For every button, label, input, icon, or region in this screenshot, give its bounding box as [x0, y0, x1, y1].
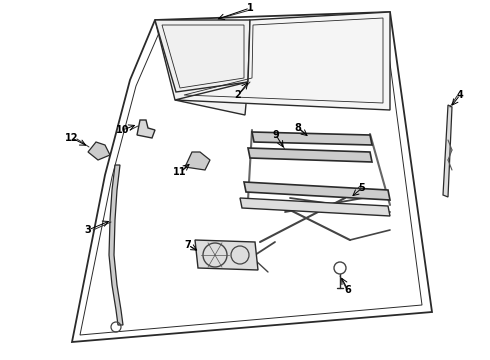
Text: 8: 8	[294, 123, 301, 133]
Polygon shape	[443, 105, 452, 197]
Polygon shape	[175, 12, 390, 110]
Polygon shape	[195, 240, 258, 270]
Text: 4: 4	[457, 90, 464, 100]
Polygon shape	[109, 165, 123, 325]
Text: 3: 3	[85, 225, 91, 235]
Polygon shape	[244, 182, 390, 200]
Polygon shape	[88, 142, 110, 160]
Text: 9: 9	[272, 130, 279, 140]
Polygon shape	[155, 20, 248, 115]
Polygon shape	[252, 132, 372, 145]
Polygon shape	[155, 20, 250, 92]
Text: 12: 12	[65, 133, 79, 143]
Text: 5: 5	[359, 183, 366, 193]
Text: 6: 6	[344, 285, 351, 295]
Text: 1: 1	[246, 3, 253, 13]
Polygon shape	[137, 120, 155, 138]
Text: 7: 7	[185, 240, 192, 250]
Polygon shape	[185, 152, 210, 170]
Text: 2: 2	[235, 90, 242, 100]
Text: 11: 11	[173, 167, 187, 177]
Text: 10: 10	[116, 125, 130, 135]
Polygon shape	[240, 198, 390, 216]
Polygon shape	[248, 148, 372, 162]
